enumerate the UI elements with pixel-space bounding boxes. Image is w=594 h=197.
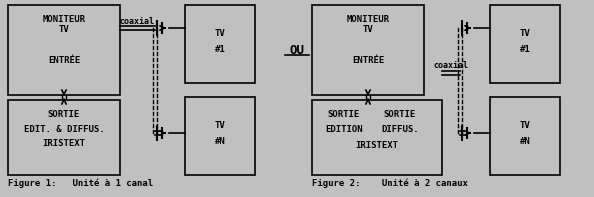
Text: #N: #N [520,137,530,146]
Text: coaxial: coaxial [119,17,154,25]
Bar [490,97,560,175]
Text: Figure 1:   Unité à 1 canal: Figure 1: Unité à 1 canal [8,178,153,188]
Text: Figure 2:    Unité à 2 canaux: Figure 2: Unité à 2 canaux [312,178,468,188]
Text: SORTIE: SORTIE [48,110,80,119]
Text: TV: TV [520,121,530,129]
Text: #1: #1 [520,45,530,54]
Text: MONITEUR: MONITEUR [346,15,390,23]
Text: TV: TV [520,29,530,37]
Text: SORTIE: SORTIE [384,110,416,119]
Text: ENTRÉE: ENTRÉE [48,56,80,64]
Bar [312,5,424,95]
Text: TV: TV [362,24,374,33]
Bar [8,100,120,175]
Bar [185,97,255,175]
Text: #N: #N [214,137,225,146]
Text: IRISTEXT: IRISTEXT [43,139,86,149]
Text: coaxial: coaxial [434,60,469,70]
Bar [312,100,442,175]
Text: EDIT. & DIFFUS.: EDIT. & DIFFUS. [24,125,105,135]
Text: EDITION: EDITION [325,125,363,135]
Text: TV: TV [214,29,225,37]
Bar [8,5,120,95]
Text: OU: OU [289,44,305,57]
Text: #1: #1 [214,45,225,54]
Text: DIFFUS.: DIFFUS. [381,125,419,135]
Text: TV: TV [59,24,69,33]
Text: IRISTEXT: IRISTEXT [355,141,399,151]
Bar [490,5,560,83]
Text: SORTIE: SORTIE [328,110,360,119]
Bar [185,5,255,83]
Text: TV: TV [214,121,225,129]
Text: ENTRÉE: ENTRÉE [352,56,384,64]
Text: MONITEUR: MONITEUR [43,15,86,23]
